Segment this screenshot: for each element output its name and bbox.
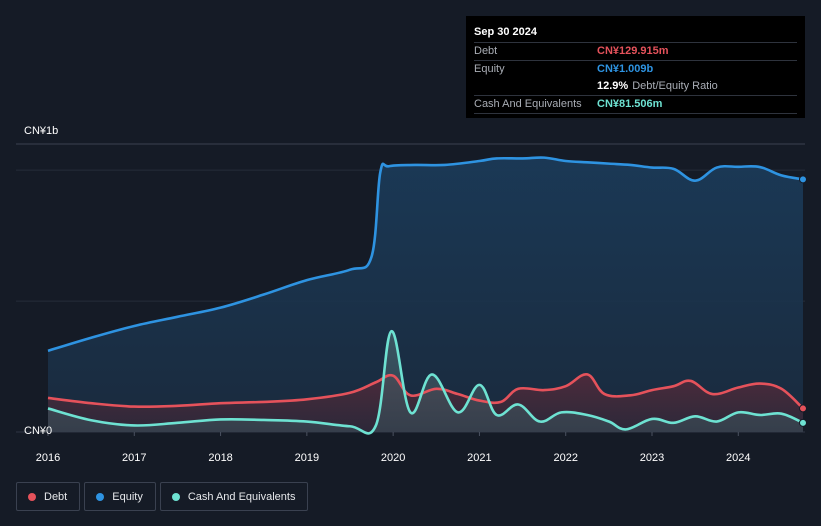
y-axis-top-label: CN¥1b [24,125,58,137]
debt-line [47,373,804,410]
equity-dot-icon [96,492,105,501]
x-tick-label: 2017 [122,452,146,464]
tooltip-label: Cash And Equivalents [474,98,582,110]
equity-area [48,157,803,433]
cash-and-equivalents-end-marker [799,418,807,427]
cash-and-equivalents-area [48,331,803,434]
x-tick-label: 2022 [553,452,577,464]
tooltip-label: Equity [474,63,505,75]
equity-line [47,156,804,353]
legend-label: Cash And Equivalents [187,490,296,503]
tooltip-panel: Sep 30 2024 Debt CN¥129.915m Equity CN¥1… [466,16,805,118]
tooltip-date: Sep 30 2024 [474,26,537,38]
tooltip-ratio-label: Debt/Equity Ratio [632,80,718,92]
legend-item-cash[interactable]: Cash And Equivalents [159,482,309,511]
series-areas [48,157,803,434]
tooltip-value: CN¥81.506m [597,98,663,110]
legend-item-debt[interactable]: Debt [16,482,81,511]
cash-dot-icon [171,492,180,501]
equity-end-marker [799,175,807,184]
series-lines [47,156,807,435]
tooltip-value: CN¥1.009b [597,63,654,75]
x-axis-ticks: 2016 2017 2018 2019 2020 2021 2022 2023 2024 [36,432,751,464]
legend-item-equity[interactable]: Equity [84,482,156,511]
legend: Debt Equity Cash And Equivalents [16,482,312,511]
tooltip-value: 12.9% [597,80,629,92]
tooltip-label [474,78,597,95]
tooltip-value: CN¥129.915m [597,45,669,57]
tooltip-row-ratio: 12.9% Debt/Equity Ratio [474,78,797,95]
legend-label: Equity [112,490,143,503]
tooltip-label: Debt [474,45,498,57]
tooltip-row-debt: Debt CN¥129.915m [474,42,797,60]
debt-dot-icon [28,492,36,501]
debt-end-marker [799,404,807,413]
x-tick-label: 2024 [726,452,750,464]
cash-and-equivalents-line [47,329,804,435]
tooltip-row-cash: Cash And Equivalents CN¥81.506m [474,95,797,114]
tooltip-row-equity: Equity CN¥1.009b [474,60,797,78]
x-tick-label: 2021 [467,452,491,464]
x-tick-label: 2016 [36,452,60,464]
y-axis-bottom-label: CN¥0 [24,425,52,437]
x-tick-label: 2018 [208,452,232,464]
legend-label: Debt [44,490,68,503]
x-tick-label: 2023 [640,452,664,464]
x-tick-label: 2019 [295,452,319,464]
x-tick-label: 2020 [381,452,405,464]
